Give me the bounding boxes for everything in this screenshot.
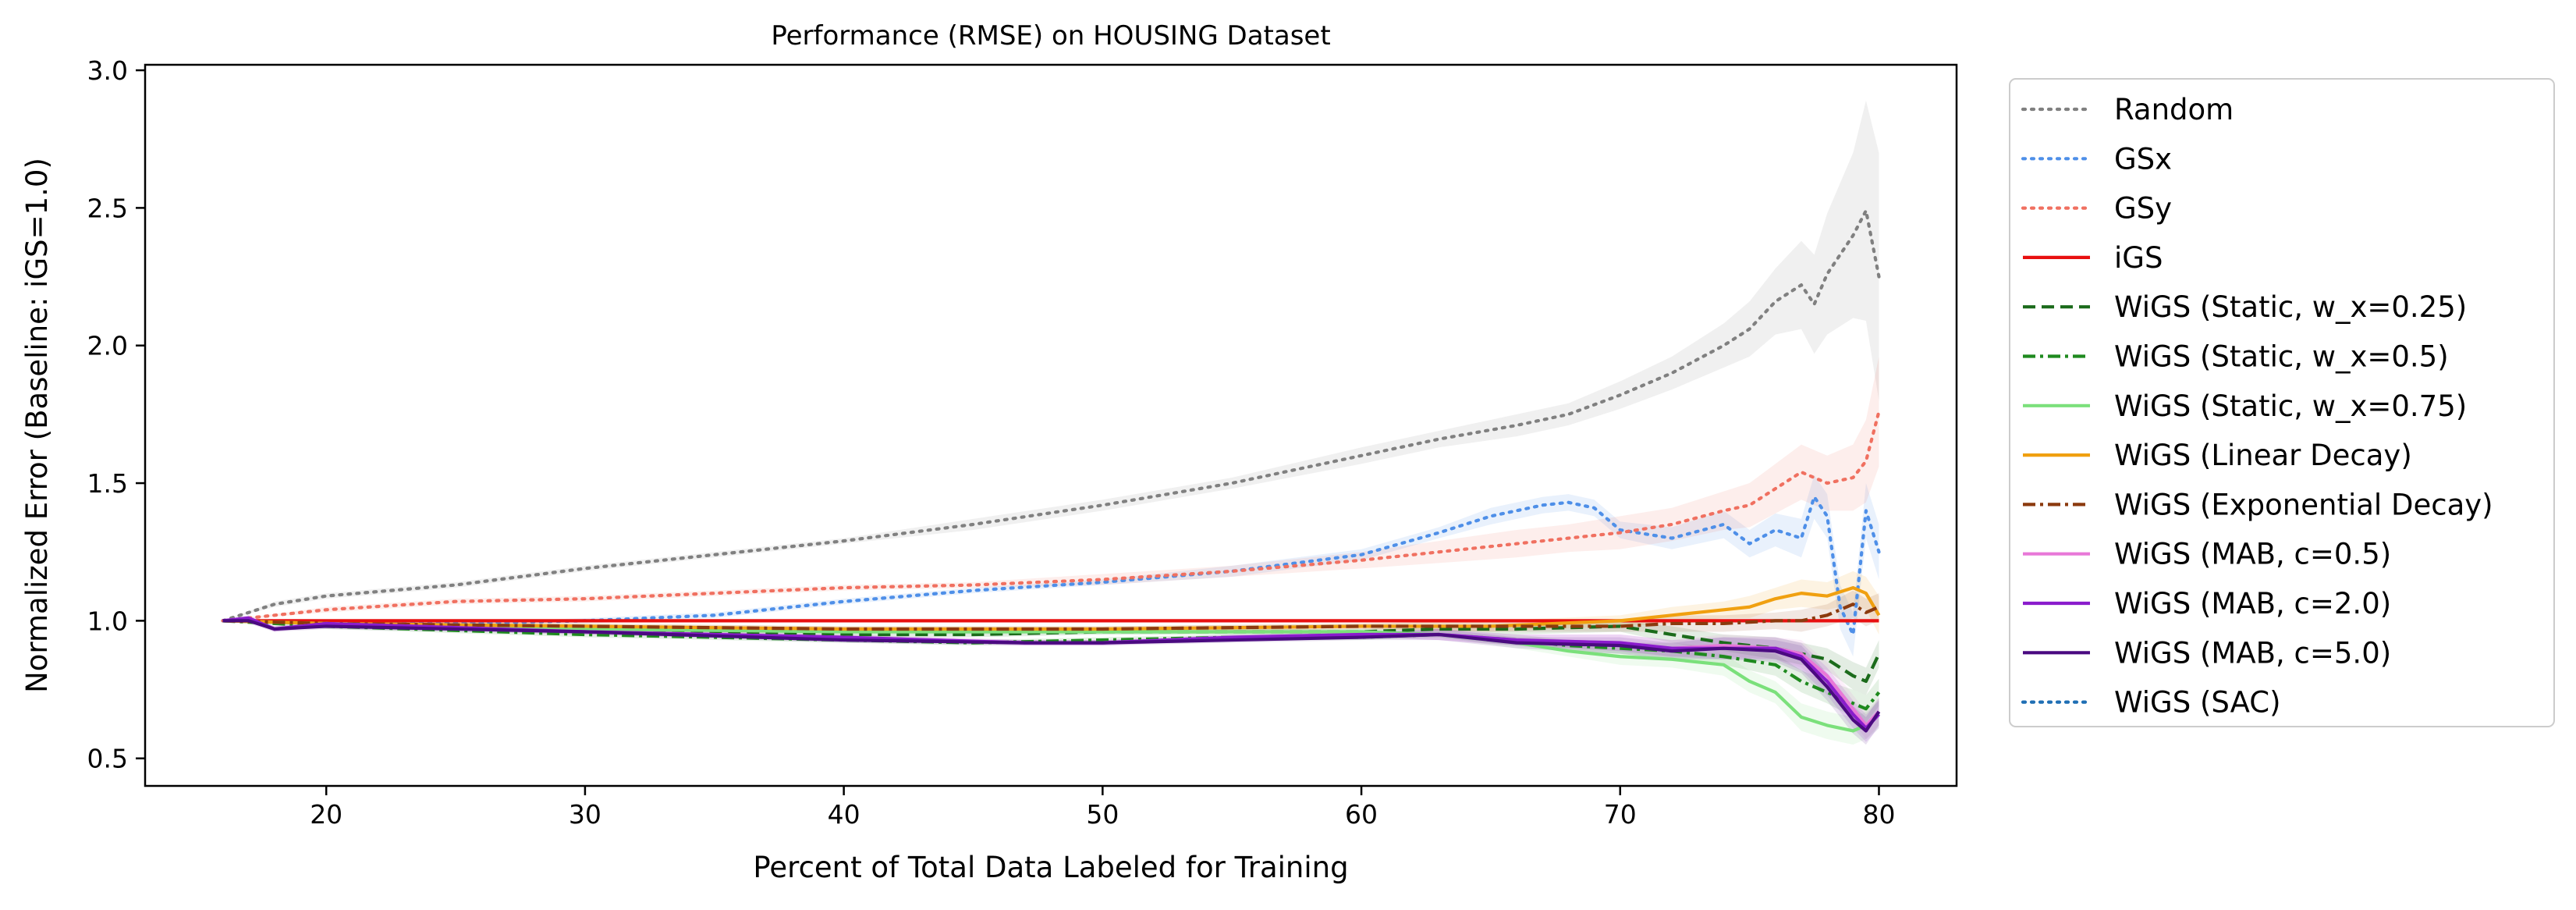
series-line-gsx	[221, 495, 1881, 637]
legend-items: Random GSx GSy iGS WiGS (Static, w_x=0.25) Wi…	[2021, 93, 2493, 720]
legend-label: WiGS (Static, w_x=0.25)	[2114, 290, 2467, 324]
legend-label: WiGS (MAB, c=2.0)	[2114, 587, 2391, 620]
y-tick-label: 3.0	[87, 55, 128, 86]
chart-title: Performance (RMSE) on HOUSING Dataset	[771, 20, 1330, 52]
series-line-wigs-exponential-decay	[222, 603, 1880, 631]
x-tick-label: 60	[1345, 799, 1378, 830]
x-axis-ticks: 20 30 40 50 60 70 80	[310, 786, 1895, 830]
band-random	[222, 100, 1879, 621]
legend-label: WiGS (Exponential Decay)	[2114, 488, 2493, 521]
legend-label: GSy	[2114, 192, 2172, 226]
y-tick-label: 2.5	[87, 193, 128, 223]
series-line-gsy	[221, 410, 1881, 623]
x-tick-label: 30	[569, 799, 601, 830]
plot-area-frame	[144, 63, 1958, 787]
x-tick-label: 80	[1862, 799, 1895, 830]
x-tick-label: 20	[310, 799, 342, 830]
legend-label: WiGS (Static, w_x=0.75)	[2114, 389, 2467, 423]
y-tick-label: 0.5	[87, 744, 128, 774]
series-line-random	[221, 208, 1881, 623]
y-tick-label: 1.0	[87, 606, 128, 636]
legend-label: WiGS (SAC)	[2114, 686, 2281, 720]
legend-label: WiGS (Static, w_x=0.5)	[2114, 340, 2449, 374]
series-line-wigs-mab-c-5-0	[222, 619, 1881, 733]
series-line-wigs-static-w-x-0-25	[222, 619, 1881, 684]
band-gsx	[222, 475, 1879, 657]
legend-label: GSx	[2114, 142, 2172, 176]
legend: Random GSx GSy iGS WiGS (Static, w_x=0.25) Wi…	[2009, 78, 2555, 727]
x-tick-label: 50	[1086, 799, 1119, 830]
y-axis-ticks: 0.5 1.0 1.5 2.0 2.5 3.0	[87, 55, 145, 774]
band-gsy	[222, 356, 1879, 621]
legend-label: WiGS (MAB, c=5.0)	[2114, 636, 2391, 670]
y-tick-label: 1.5	[87, 468, 128, 499]
y-tick-label: 2.0	[87, 331, 128, 361]
legend-label: iGS	[2114, 241, 2163, 275]
legend-label: WiGS (Linear Decay)	[2114, 439, 2412, 472]
x-tick-label: 70	[1604, 799, 1637, 830]
y-axis-title: Normalized Error (Baseline: iGS=1.0)	[20, 158, 54, 693]
x-tick-label: 40	[828, 799, 860, 830]
legend-label: Random	[2114, 93, 2234, 126]
legend-box	[2009, 78, 2555, 727]
series-line-wigs-static-w-x-0-75	[222, 619, 1880, 733]
legend-label: WiGS (MAB, c=0.5)	[2114, 538, 2391, 571]
series-lines	[221, 208, 1881, 733]
x-axis-title: Percent of Total Data Labeled for Traini…	[753, 851, 1348, 884]
